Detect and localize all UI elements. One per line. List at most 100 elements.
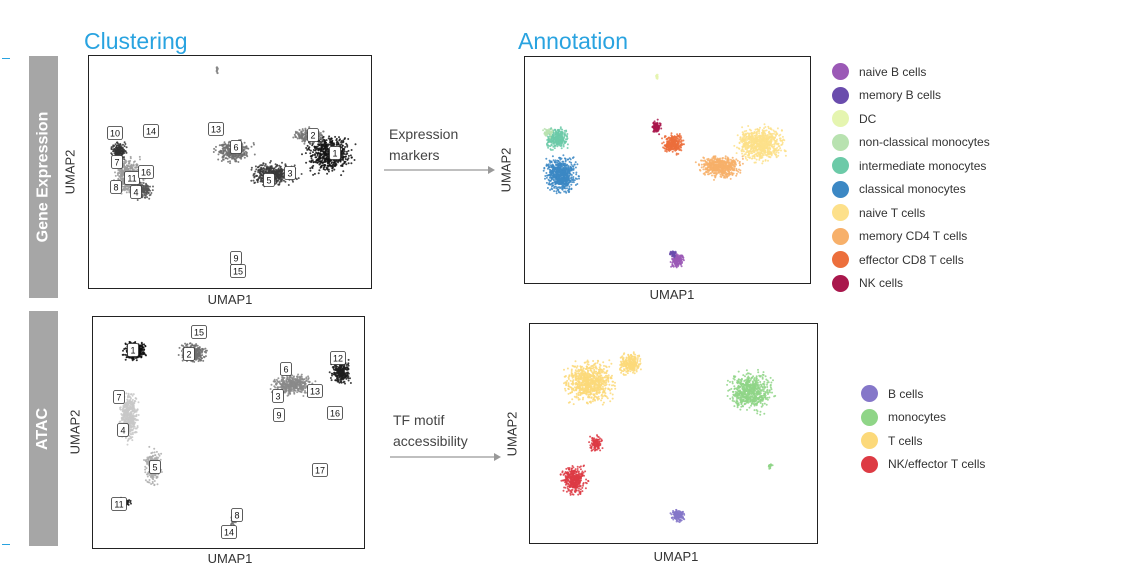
gene-clustering-y-label: UMAP2 <box>62 149 78 195</box>
svg-text:1: 1 <box>332 149 337 159</box>
legend-swatch <box>832 86 849 104</box>
legend-swatch <box>832 110 849 128</box>
cluster-number-label: 12 <box>330 351 346 365</box>
cluster-1 <box>301 133 357 177</box>
legend-swatch <box>832 274 849 292</box>
expression-markers-label: Expression markers <box>389 126 459 163</box>
legend-item: NK cells <box>832 272 990 296</box>
legend-swatch <box>861 385 878 403</box>
legend-item: DC <box>832 107 990 131</box>
atac-annotation-plot <box>529 323 818 544</box>
cluster-number-label: 15 <box>230 264 246 278</box>
memory-b-cells-cells <box>669 250 677 259</box>
cluster-number-label: 16 <box>327 406 343 420</box>
gene-annotation-plot <box>524 56 811 284</box>
legend-swatch <box>832 63 849 81</box>
atac-annotation-x-label: UMAP1 <box>653 549 699 564</box>
cluster-number-label: 6 <box>230 140 242 154</box>
gene-clustering-plot: 1 2 3 4 5 6 7 8 9 10 11 13 14 15 16 <box>88 55 372 289</box>
atac-row-label: ATAC <box>29 311 58 546</box>
classical-monocytes-cells <box>542 154 580 195</box>
gene-annotation-y-label: UMAP2 <box>498 147 514 193</box>
cluster-number-label: 2 <box>183 347 195 361</box>
svg-text:9: 9 <box>233 254 238 264</box>
gene-clustering-x-label: UMAP1 <box>207 292 253 307</box>
bracket-top <box>2 58 10 65</box>
atac-cluster-4-7 <box>117 392 140 446</box>
legend-item: memory B cells <box>832 84 990 108</box>
legend-item: intermediate monocytes <box>832 154 990 178</box>
nk-cells-cells <box>651 118 663 136</box>
legend-label: B cells <box>888 386 924 401</box>
cluster-number-label: 13 <box>208 122 224 136</box>
svg-text:15: 15 <box>233 267 243 277</box>
cluster-dark-patch <box>110 141 128 162</box>
clustering-heading: Clustering <box>84 28 188 54</box>
legend-label: NK cells <box>859 276 904 291</box>
gene-cell-type-legend: naive B cells memory B cells DC non-classic… <box>832 60 990 295</box>
gene-annotation-umap <box>542 73 787 269</box>
cluster-number-label: 5 <box>263 173 275 187</box>
legend-swatch <box>832 133 849 151</box>
t-cells-upper <box>619 351 642 376</box>
naive-b-cells-cells <box>669 252 685 269</box>
cluster-number-label: 7 <box>111 155 123 169</box>
scatter-top <box>215 66 219 75</box>
bracket-bottom <box>2 538 10 545</box>
cluster-number-label: 9 <box>230 251 242 265</box>
cluster-number-label: 10 <box>107 126 123 140</box>
legend-label: T cells <box>888 433 923 448</box>
naive-t-cells-cells <box>733 123 787 165</box>
legend-label: intermediate monocytes <box>859 158 987 173</box>
tf-motif-accessibility-label: TF motif accessibility <box>393 412 468 449</box>
legend-swatch <box>832 204 849 222</box>
atac-transfer-arrow <box>390 453 501 461</box>
legend-swatch <box>861 455 878 473</box>
legend-label: naive T cells <box>859 205 926 220</box>
cluster-number-label: 1 <box>127 343 139 357</box>
b-cells-cells <box>669 508 686 524</box>
svg-text:16: 16 <box>141 168 151 178</box>
atac-annotation-umap <box>559 351 777 524</box>
legend-item: T cells <box>861 429 985 453</box>
cluster-number-label: 3 <box>284 166 296 180</box>
legend-label: monocytes <box>888 410 947 425</box>
svg-text:4: 4 <box>133 188 138 198</box>
cluster-number-label: 1 <box>329 146 341 160</box>
dc-cells <box>655 73 659 80</box>
cluster-number-label: 11 <box>111 497 127 511</box>
legend-item: classical monocytes <box>832 178 990 202</box>
gene-clustering-umap: 1 2 3 4 5 6 7 8 9 10 11 13 14 15 16 <box>107 66 357 278</box>
cluster-number-label: 14 <box>143 124 159 138</box>
legend-label: memory CD4 T cells <box>859 229 968 244</box>
atac-annotation-y-label: UMAP2 <box>504 411 520 457</box>
annotation-heading: Annotation <box>518 28 628 54</box>
atac-clustering-y-label: UMAP2 <box>67 409 83 455</box>
cluster-number-label: 8 <box>231 508 243 522</box>
legend-swatch <box>861 408 878 426</box>
cluster-number-label: 7 <box>113 390 125 404</box>
legend-swatch <box>832 251 849 269</box>
nk-effector-t-cells-upper <box>588 434 604 452</box>
legend-label: memory B cells <box>859 88 942 103</box>
svg-text:5: 5 <box>266 176 271 186</box>
legend-item: naive T cells <box>832 201 990 225</box>
legend-item: non-classical monocytes <box>832 131 990 155</box>
gene-expression-row-label: Gene Expression <box>29 56 58 298</box>
svg-text:2: 2 <box>310 131 315 141</box>
cluster-number-label: 4 <box>130 185 142 199</box>
monocytes-cells <box>726 368 777 416</box>
legend-item: NK/effector T cells <box>861 453 985 477</box>
legend-label: non-classical monocytes <box>859 135 990 150</box>
svg-text:11: 11 <box>127 174 136 184</box>
atac-cluster-12-13 <box>328 357 352 385</box>
cluster-number-label: 9 <box>273 408 285 422</box>
legend-swatch <box>832 227 849 245</box>
atac-clustering-plot: 1 2 3 4 5 6 7 8 9 11 12 13 14 15 16 17 <box>92 316 365 549</box>
legend-item: monocytes <box>861 406 985 430</box>
cluster-number-label: 11 <box>124 171 140 185</box>
non-classical-monocytes-cells <box>542 127 554 139</box>
cluster-number-label: 3 <box>272 389 284 403</box>
svg-text:14: 14 <box>146 127 156 137</box>
